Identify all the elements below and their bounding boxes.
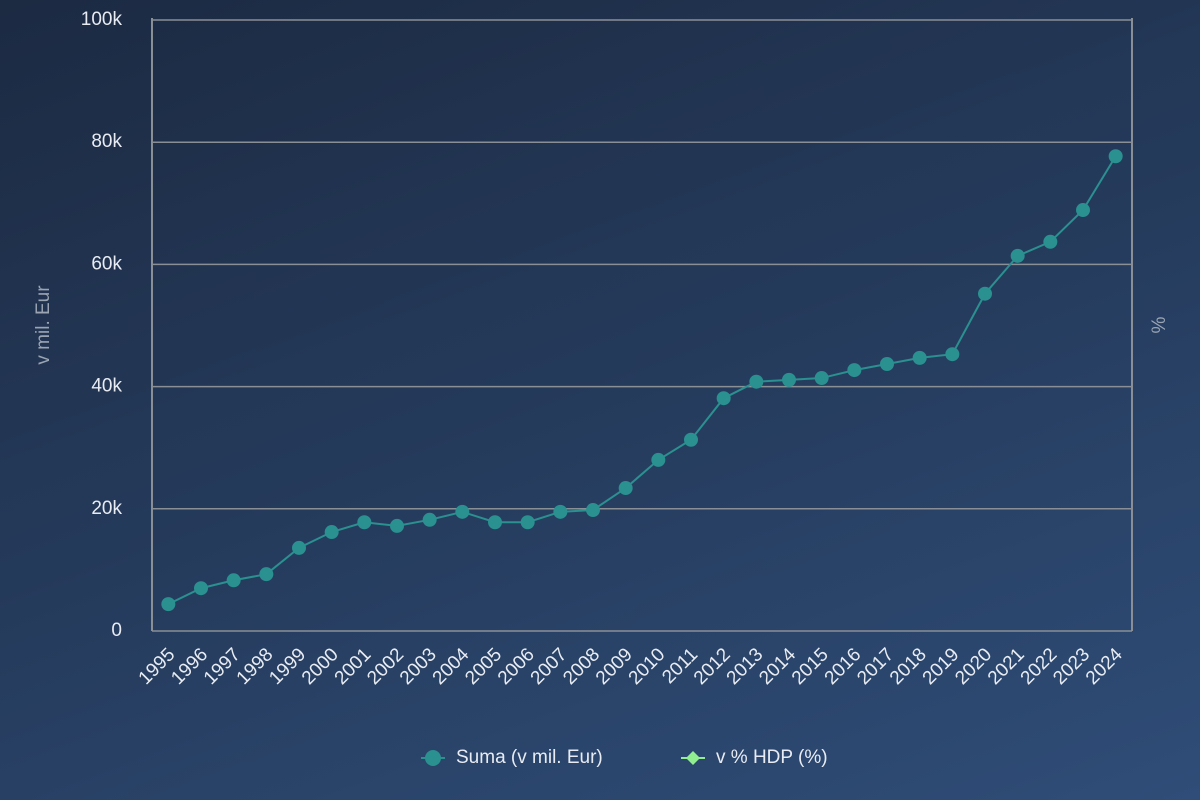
data-point (520, 515, 535, 530)
data-point (749, 374, 764, 389)
data-point (978, 286, 992, 301)
x-tick-label: 2021 (984, 644, 1029, 689)
y-tick-label: 20k (91, 498, 122, 519)
data-point (488, 515, 502, 530)
data-point (651, 452, 666, 467)
data-point (422, 512, 437, 527)
x-tick-label: 1998 (233, 644, 278, 689)
x-tick-label: 2013 (723, 644, 768, 689)
x-tick-label: 2024 (1082, 644, 1127, 689)
data-point (390, 518, 404, 533)
data-point (226, 573, 241, 588)
y-axis-label: v mil. Eur (33, 285, 54, 365)
data-point (684, 432, 698, 447)
x-tick-label: 2001 (331, 644, 376, 689)
data-point (586, 503, 600, 518)
data-point (1108, 149, 1123, 164)
x-tick-label: 2005 (461, 644, 506, 689)
data-point (716, 391, 731, 406)
y-tick-label: 0 (111, 620, 122, 641)
legend-label: Suma (v mil. Eur) (456, 747, 603, 768)
legend-label: v % HDP (%) (716, 747, 828, 768)
x-tick-label: 2016 (821, 644, 866, 689)
x-tick-label: 2020 (951, 644, 996, 689)
y-tick-label: 60k (91, 253, 122, 274)
x-tick-label: 2008 (559, 644, 604, 689)
x-tick-label: 2018 (886, 644, 931, 689)
data-point (814, 371, 829, 386)
x-tick-label: 2019 (919, 644, 964, 689)
x-tick-label: 1999 (265, 644, 310, 689)
x-tick-label: 2010 (625, 644, 670, 689)
data-point (945, 347, 960, 362)
x-tick-label: 2003 (396, 644, 441, 689)
data-point (259, 567, 274, 582)
data-point (194, 581, 208, 596)
data-point (553, 504, 568, 519)
x-tick-label: 2002 (363, 644, 408, 689)
data-point (357, 515, 372, 530)
data-point (292, 540, 306, 555)
y-tick-label: 80k (91, 131, 122, 152)
series-line (167, 155, 1117, 606)
x-tick-label: 2014 (755, 644, 800, 689)
data-point (161, 597, 176, 612)
x-tick-label: 2009 (592, 644, 637, 689)
x-tick-label: 1995 (135, 644, 180, 689)
y-tick-label: 40k (91, 376, 122, 397)
x-tick-label: 2011 (658, 644, 702, 688)
x-tick-label: 2004 (429, 644, 474, 689)
x-tick-label: 2000 (298, 644, 343, 689)
data-point (847, 363, 862, 378)
data-point (1043, 234, 1058, 249)
data-point (455, 504, 470, 519)
data-point (324, 525, 339, 540)
x-tick-label: 2012 (690, 644, 735, 689)
x-tick-label: 2015 (788, 644, 833, 689)
y-tick-label: 100k (81, 9, 123, 30)
x-tick-label: 1996 (167, 644, 212, 689)
x-tick-label: 2017 (853, 644, 898, 689)
legend-marker (686, 751, 700, 765)
y2-axis-label: % (1149, 316, 1170, 333)
data-point (912, 350, 927, 365)
x-tick-label: 2006 (494, 644, 539, 689)
x-tick-label: 2022 (1017, 644, 1062, 689)
x-tick-label: 1997 (200, 644, 245, 689)
x-tick-label: 2007 (527, 644, 572, 689)
data-point (618, 481, 633, 496)
x-tick-label: 2023 (1049, 644, 1094, 689)
data-point (1076, 203, 1090, 218)
data-point (1010, 248, 1025, 263)
data-point (880, 356, 894, 371)
data-point (782, 372, 796, 387)
legend-marker (425, 750, 441, 766)
